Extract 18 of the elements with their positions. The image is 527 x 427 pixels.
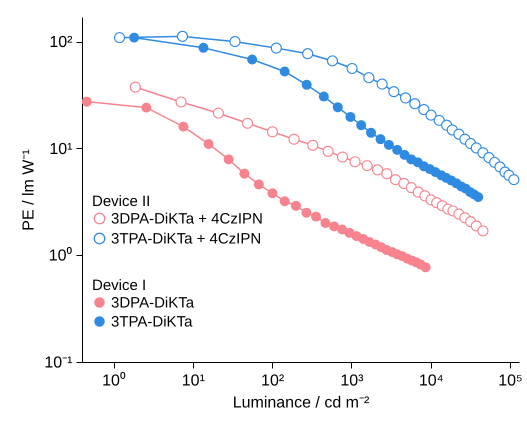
y-tick-label: 10² [49, 34, 74, 52]
x-tick-label: 10² [261, 372, 285, 390]
legend-label: 3DPA-DiKTa + 4CzIPN [111, 210, 263, 228]
x-tick-label: 10³ [340, 372, 364, 390]
annotation: Device II [92, 193, 150, 210]
x-tick-label: 10⁰ [102, 372, 126, 390]
y-tick-label: 10⁰ [48, 246, 72, 265]
legend-label: 3DPA-DiKTa [111, 294, 195, 312]
y-axis-title: PE / lm W⁻¹ [20, 149, 38, 231]
y-tick-label: 10¹ [49, 140, 72, 158]
legend-label: 3TPA-DiKTa + 4CzIPN [111, 230, 262, 248]
x-tick-label: 10⁴ [418, 372, 444, 390]
y-tick-label: 10⁻¹ [44, 354, 72, 372]
x-tick-label: 10⁵ [498, 372, 523, 390]
annotation: Device I [92, 277, 146, 294]
x-tick-label: 10¹ [182, 372, 205, 390]
x-axis-title: Luminance / cd m⁻² [232, 394, 370, 412]
legend-label: 3TPA-DiKTa [111, 314, 194, 330]
